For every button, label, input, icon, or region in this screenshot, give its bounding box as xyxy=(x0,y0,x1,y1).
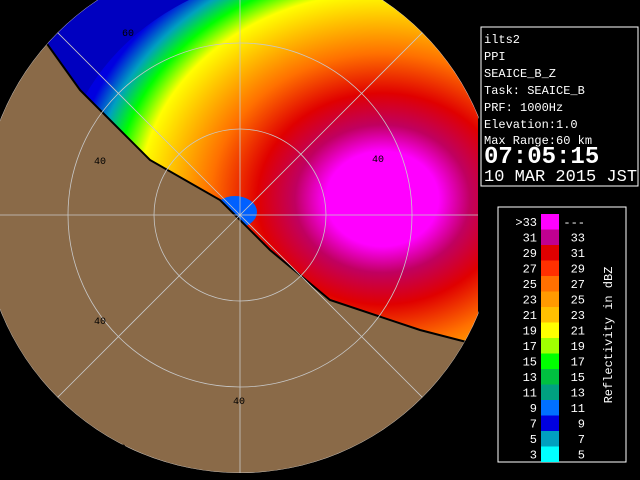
range-label: 40 xyxy=(233,397,245,408)
legend-low: 29 xyxy=(523,247,537,261)
legend-low: 5 xyxy=(530,433,537,447)
range-label: 60 xyxy=(122,29,134,40)
legend-high: 11 xyxy=(571,402,585,416)
legend-low: 17 xyxy=(523,340,537,354)
legend-title: Reflectivity in dBZ xyxy=(602,267,616,404)
legend-low: 21 xyxy=(523,309,537,323)
legend-low: 27 xyxy=(523,263,537,277)
legend-low: >33 xyxy=(515,216,537,230)
legend-low: 13 xyxy=(523,371,537,385)
legend-low: 19 xyxy=(523,325,537,339)
legend-swatch xyxy=(541,400,559,416)
legend-low: 7 xyxy=(530,418,537,432)
legend-swatch xyxy=(541,229,559,245)
legend-high: 33 xyxy=(571,232,585,246)
legend-low: 3 xyxy=(530,449,537,463)
time: 07:05:15 xyxy=(484,144,599,171)
legend-swatch xyxy=(541,338,559,354)
prf: PRF: 1000Hz xyxy=(484,101,563,115)
legend-high: 13 xyxy=(571,387,585,401)
info-box xyxy=(480,26,639,187)
legend-high: 31 xyxy=(571,247,585,261)
legend-swatch xyxy=(541,415,559,431)
side-panel xyxy=(479,0,640,480)
range-rings xyxy=(0,0,498,473)
legend-high: 7 xyxy=(578,433,585,447)
range-label: 40 xyxy=(94,157,106,168)
legend-swatch xyxy=(541,431,559,447)
legend-high: 15 xyxy=(571,371,585,385)
max-range: Max Range:60 km xyxy=(484,134,592,148)
site: ilts2 xyxy=(484,33,520,47)
legend-swatch xyxy=(541,291,559,307)
legend-high: 19 xyxy=(571,340,585,354)
mode: PPI xyxy=(484,50,506,64)
legend-high: 23 xyxy=(571,309,585,323)
range-label: 40 xyxy=(372,155,384,166)
legend-low: 15 xyxy=(523,356,537,370)
legend-high: 17 xyxy=(571,356,585,370)
legend-low: 9 xyxy=(530,402,537,416)
elevation: Elevation:1.0 xyxy=(484,118,578,132)
range-label: 60 xyxy=(114,444,126,455)
legend-high: 25 xyxy=(571,294,585,308)
range-label: 40 xyxy=(94,317,106,328)
legend-low: 25 xyxy=(523,278,537,292)
legend-swatch xyxy=(541,307,559,323)
legend-swatch xyxy=(541,353,559,369)
legend-high: 5 xyxy=(578,449,585,463)
legend-swatch xyxy=(541,384,559,400)
task: Task: SEAICE_B xyxy=(484,84,585,98)
legend-swatch xyxy=(541,245,559,261)
legend-high: 9 xyxy=(578,418,585,432)
legend-box xyxy=(497,206,627,463)
radar-scan xyxy=(0,0,498,473)
date: 10 MAR 2015 JST xyxy=(484,168,637,187)
legend-low: 11 xyxy=(523,387,537,401)
legend-swatch xyxy=(541,369,559,385)
legend-high: 27 xyxy=(571,278,585,292)
legend-high: --- xyxy=(563,216,585,230)
legend-high: 29 xyxy=(571,263,585,277)
legend-swatch xyxy=(541,260,559,276)
legend-high: 21 xyxy=(571,325,585,339)
legend-low: 23 xyxy=(523,294,537,308)
legend-swatch xyxy=(541,214,559,230)
legend-swatch xyxy=(541,276,559,292)
legend-swatch xyxy=(541,446,559,462)
legend-low: 31 xyxy=(523,232,537,246)
product: SEAICE_B_Z xyxy=(484,67,556,81)
legend-swatch xyxy=(541,322,559,338)
